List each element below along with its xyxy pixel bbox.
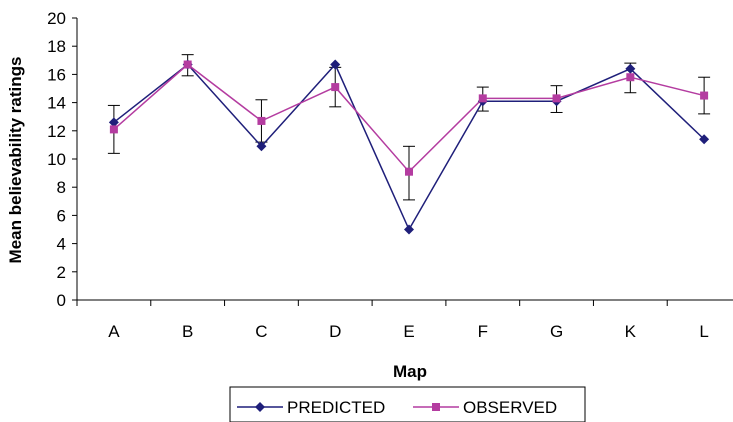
x-axis-label: Map <box>393 362 427 381</box>
y-tick-label: 12 <box>47 122 66 141</box>
observed-point <box>331 83 340 92</box>
observed-point <box>109 125 118 134</box>
x-tick-label: G <box>550 322 563 341</box>
y-tick-label: 4 <box>57 235 66 254</box>
y-tick-label: 16 <box>47 65 66 84</box>
predicted-point <box>625 63 636 74</box>
observed-point <box>183 60 192 69</box>
predicted-point <box>108 117 119 128</box>
observed-point <box>405 167 413 176</box>
y-tick-label: 0 <box>57 291 66 310</box>
x-tick-label: K <box>625 322 637 341</box>
observed-point <box>478 94 487 103</box>
x-tick-label: E <box>403 322 414 341</box>
x-tick-label: B <box>182 322 193 341</box>
observed-point <box>257 116 266 125</box>
y-tick-label: 2 <box>57 263 66 282</box>
observed-point <box>626 73 635 82</box>
legend-observed-marker <box>432 403 440 411</box>
legend: PREDICTED OBSERVED <box>229 386 586 422</box>
observed-point <box>552 94 561 103</box>
predicted-point <box>256 141 267 152</box>
y-tick-label: 10 <box>47 150 66 169</box>
predicted-point <box>330 59 341 70</box>
x-tick-label: L <box>699 322 708 341</box>
legend-predicted-label: PREDICTED <box>287 398 385 417</box>
legend-predicted-marker <box>255 402 265 412</box>
y-tick-label: 18 <box>47 37 66 56</box>
y-tick-label: 6 <box>57 206 66 225</box>
x-tick-label: D <box>329 322 341 341</box>
x-tick-label: A <box>108 322 120 341</box>
observed-point <box>700 91 709 100</box>
x-tick-label: F <box>478 322 488 341</box>
y-tick-label: 14 <box>47 94 66 113</box>
y-tick-label: 20 <box>47 9 66 28</box>
y-tick-label: 8 <box>57 178 66 197</box>
predicted-point <box>699 134 710 145</box>
legend-observed-label: OBSERVED <box>463 398 557 417</box>
x-tick-label: C <box>255 322 267 341</box>
legend-box <box>229 386 586 422</box>
y-axis-label: Mean believability ratings <box>6 57 25 264</box>
predicted-point <box>404 224 414 235</box>
